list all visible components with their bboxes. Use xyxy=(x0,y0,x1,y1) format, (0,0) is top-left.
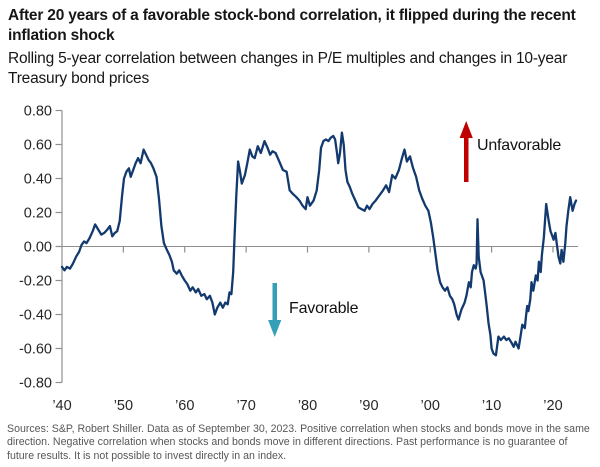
x-tick-label: ’20 xyxy=(543,398,562,414)
y-tick-label: 0.20 xyxy=(24,206,52,222)
y-tick-label: -0.20 xyxy=(19,274,52,290)
favorable-down-arrow-tail xyxy=(272,283,277,321)
y-tick-label: -0.40 xyxy=(19,308,52,324)
unfavorable-label: Unfavorable xyxy=(477,137,562,154)
y-tick-label: -0.60 xyxy=(19,342,52,358)
x-tick-label: ’70 xyxy=(236,398,255,414)
x-tick-label: ’80 xyxy=(298,398,317,414)
x-tick-label: ’60 xyxy=(175,398,194,414)
x-tick-label: ’40 xyxy=(52,398,71,414)
y-tick-label: 0.00 xyxy=(24,240,52,256)
y-tick-label: 0.40 xyxy=(24,172,52,188)
y-tick-label: -0.80 xyxy=(19,376,52,392)
correlation-line xyxy=(60,131,578,357)
x-tick-label: ’00 xyxy=(421,398,440,414)
x-tick-label: ’10 xyxy=(482,398,501,414)
favorable-down-arrow-icon xyxy=(268,320,282,337)
x-tick-label: ’50 xyxy=(114,398,133,414)
chart-subtitle: Rolling 5-year correlation between chang… xyxy=(8,50,568,87)
favorable-label: Favorable xyxy=(289,300,359,317)
y-tick-label: 0.80 xyxy=(24,104,52,120)
x-tick-label: ’90 xyxy=(359,398,378,414)
y-tick-label: 0.60 xyxy=(24,138,52,154)
chart-title: After 20 years of a favorable stock-bond… xyxy=(8,7,576,44)
unfavorable-up-arrow-tail xyxy=(464,136,469,182)
unfavorable-up-arrow-icon xyxy=(459,121,473,138)
source-disclaimer: Sources: S&P, Robert Shiller. Data as of… xyxy=(7,423,590,462)
